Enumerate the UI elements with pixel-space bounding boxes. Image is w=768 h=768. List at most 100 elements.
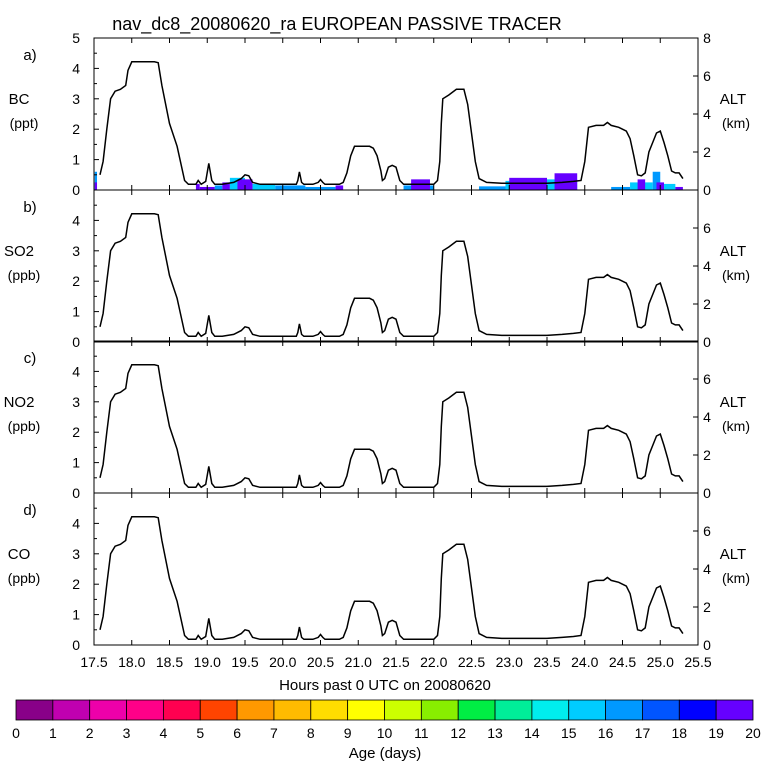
y-tick-label: 0 bbox=[72, 182, 80, 198]
alt-tick-label: 2 bbox=[703, 447, 711, 463]
x-tick-label: 20.0 bbox=[269, 654, 296, 670]
unit-label: (ppb) bbox=[8, 418, 41, 434]
colorbar-tick-label: 19 bbox=[708, 725, 724, 741]
x-tick-label: 24.0 bbox=[571, 654, 598, 670]
x-tick-label: 17.5 bbox=[80, 654, 107, 670]
x-tick-label: 22.5 bbox=[458, 654, 485, 670]
alt-tick-label: 4 bbox=[703, 409, 711, 425]
colorbar-cell bbox=[199, 699, 238, 721]
y-tick-label: 4 bbox=[72, 363, 80, 379]
alt-tick-label: 2 bbox=[703, 144, 711, 160]
panel-co: 0 1 2 3 4 0 2 4 6 d) CO (ppb) ALT (km) bbox=[8, 492, 750, 653]
alt-tick-label: 0 bbox=[703, 485, 711, 501]
y-tick-label: 2 bbox=[72, 121, 80, 137]
y-tick-label: 1 bbox=[72, 607, 80, 623]
x-tick-label: 22.0 bbox=[420, 654, 447, 670]
x-tick-label: 23.0 bbox=[496, 654, 523, 670]
alt-unit-label: (km) bbox=[722, 115, 750, 131]
y-tick-label: 2 bbox=[72, 273, 80, 289]
tracer-bar bbox=[479, 186, 510, 190]
alt-tick-label: 4 bbox=[703, 561, 711, 577]
colorbar-cell bbox=[162, 699, 201, 721]
colorbar-cell bbox=[89, 699, 127, 721]
colorbar-tick-label: 6 bbox=[233, 725, 241, 741]
y-tick-label: 1 bbox=[72, 152, 80, 168]
tracer-bar bbox=[94, 171, 98, 190]
colorbar-cell bbox=[642, 699, 680, 721]
y-tick-label: 4 bbox=[72, 515, 80, 531]
x-tick-label: 18.0 bbox=[118, 654, 145, 670]
alt-axis-label: ALT bbox=[720, 243, 746, 260]
unit-label: (ppb) bbox=[8, 570, 41, 586]
colorbar-tick-label: 11 bbox=[414, 725, 429, 741]
colorbar-tick-label: 14 bbox=[524, 725, 540, 741]
panel-bc: 0 1 2 3 4 5 0 2 4 6 8 a) BC (ppt) ALT (km) bbox=[9, 30, 750, 198]
alt-tick-label: 2 bbox=[703, 296, 711, 312]
unit-label: (ppb) bbox=[8, 267, 41, 283]
age-colorbar: 0 1 2 3 4 5 6 7 8 9 10 11 12 13 14 15 16 17 18 19 20 bbox=[12, 699, 761, 741]
panel-tag: d) bbox=[23, 502, 36, 519]
altitude-line bbox=[99, 213, 684, 338]
tracer-bar bbox=[637, 179, 646, 190]
colorbar-tick-label: 16 bbox=[598, 725, 614, 741]
alt-tick-label: 4 bbox=[703, 106, 711, 122]
alt-tick-label: 6 bbox=[703, 68, 711, 84]
colorbar-cell bbox=[310, 699, 349, 721]
alt-tick-label: 6 bbox=[703, 220, 711, 236]
tracer-bar bbox=[611, 186, 631, 190]
y-tick-label: 1 bbox=[72, 455, 80, 471]
alt-axis-label: ALT bbox=[720, 394, 746, 411]
x-tick-label: 21.5 bbox=[382, 654, 409, 670]
colorbar-tick-label: 5 bbox=[196, 725, 204, 741]
colorbar-cell bbox=[457, 699, 496, 721]
tracer-bar bbox=[675, 186, 683, 190]
x-tick-label: 19.5 bbox=[231, 654, 258, 670]
colorbar-cell bbox=[126, 699, 164, 721]
colorbar-cell bbox=[678, 699, 717, 721]
alt-tick-label: 6 bbox=[703, 371, 711, 387]
y-tick-label: 3 bbox=[72, 91, 80, 107]
species-label: NO2 bbox=[4, 394, 35, 411]
panel-tag: c) bbox=[24, 350, 37, 367]
alt-axis-label: ALT bbox=[720, 91, 746, 108]
x-tick-label: 25.0 bbox=[647, 654, 674, 670]
colorbar-tick-label: 18 bbox=[672, 725, 688, 741]
altitude-line bbox=[99, 516, 684, 641]
colorbar-cell bbox=[605, 699, 643, 721]
colorbar-tick-label: 20 bbox=[745, 725, 761, 741]
colorbar-cell bbox=[347, 699, 385, 721]
alt-unit-label: (km) bbox=[722, 267, 750, 283]
colorbar-cell bbox=[273, 699, 312, 721]
colorbar-tick-label: 7 bbox=[270, 725, 278, 741]
y-tick-label: 0 bbox=[72, 334, 80, 350]
colorbar-tick-label: 13 bbox=[487, 725, 503, 741]
panel-no2: 0 1 2 3 4 0 2 4 6 c) NO2 (ppb) ALT (km) bbox=[4, 340, 750, 501]
x-tick-label: 18.5 bbox=[156, 654, 183, 670]
alt-tick-label: 0 bbox=[703, 637, 711, 653]
alt-tick-label: 6 bbox=[703, 523, 711, 539]
alt-tick-label: 4 bbox=[703, 258, 711, 274]
x-tick-label: 23.5 bbox=[533, 654, 560, 670]
unit-label: (ppt) bbox=[10, 115, 39, 131]
panel-so2: 0 1 2 3 4 0 2 4 6 b) SO2 (ppb) ALT (km) bbox=[4, 189, 750, 350]
y-tick-label: 3 bbox=[72, 394, 80, 410]
y-tick-label: 3 bbox=[72, 546, 80, 562]
species-label: SO2 bbox=[4, 243, 34, 260]
colorbar-tick-label: 10 bbox=[377, 725, 393, 741]
species-label: BC bbox=[9, 91, 30, 108]
tracer-bar bbox=[214, 185, 223, 190]
panels: 0 1 2 3 4 5 0 2 4 6 8 a) BC (ppt) ALT (km) 0 1 2 3 4 0 2 4 6 b) SO… bbox=[4, 30, 750, 670]
x-tick-label: 24.5 bbox=[609, 654, 636, 670]
tracer-bar bbox=[94, 182, 98, 190]
y-tick-label: 0 bbox=[72, 637, 80, 653]
altitude-line bbox=[99, 61, 684, 186]
colorbar-tick-label: 3 bbox=[123, 725, 131, 741]
panel-tag: a) bbox=[23, 47, 36, 64]
x-tick-label: 21.0 bbox=[345, 654, 372, 670]
y-tick-label: 2 bbox=[72, 576, 80, 592]
x-tick-label: 20.5 bbox=[307, 654, 334, 670]
alt-tick-label: 0 bbox=[703, 334, 711, 350]
colorbar-tick-label: 2 bbox=[86, 725, 94, 741]
chart-title: nav_dc8_20080620_ra EUROPEAN PASSIVE TRA… bbox=[112, 14, 562, 35]
tracer-bar bbox=[335, 185, 344, 190]
